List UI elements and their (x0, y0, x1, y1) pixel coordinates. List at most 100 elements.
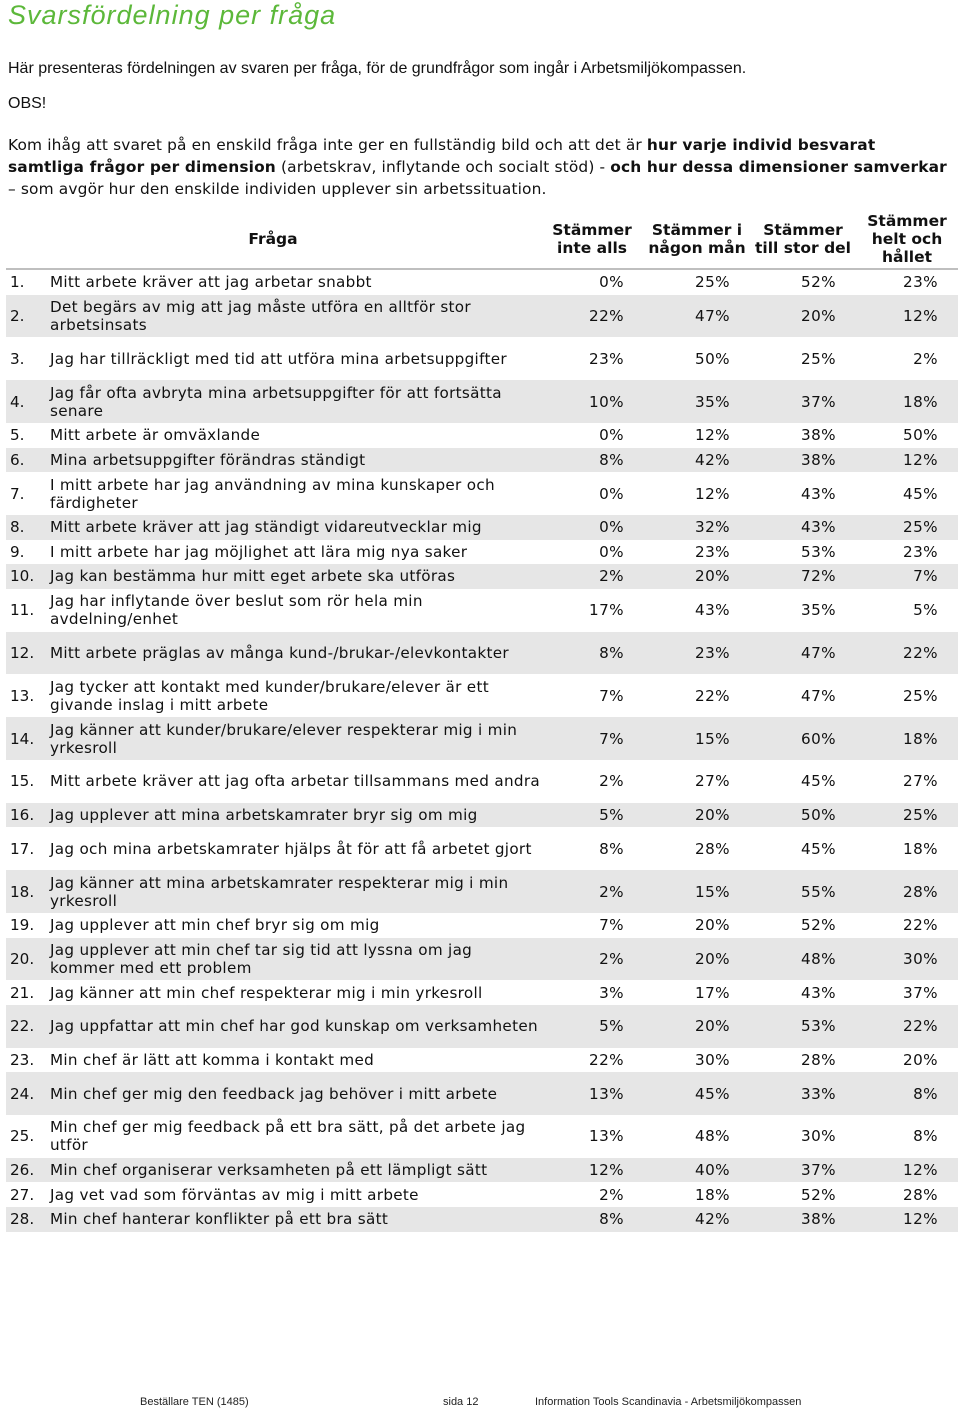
header-col-1: Stämmer inte alls (540, 210, 644, 270)
percent-cell: 43% (801, 983, 836, 1002)
question-text: Jag uppfattar att min chef har god kunsk… (50, 1004, 540, 1048)
percent-cell: 12% (856, 294, 958, 338)
percent-cell: 13% (540, 1072, 644, 1116)
percent-cell: 25% (801, 349, 836, 368)
question-number: 26. (6, 1157, 50, 1183)
percent-cell: 8% (599, 839, 624, 858)
note-paragraph: Kom ihåg att svaret på en enskild fråga … (8, 134, 952, 200)
percent-cell: 5% (540, 1004, 644, 1048)
percent-cell: 30% (801, 1127, 836, 1146)
percent-cell: 12% (856, 1157, 958, 1183)
percent-cell: 43% (695, 601, 730, 620)
percent-cell: 2% (540, 870, 644, 913)
percent-cell: 48% (750, 937, 856, 981)
percent-cell: 8% (856, 1072, 958, 1116)
header-fraga: Fråga (6, 210, 540, 270)
percent-cell: 18% (856, 380, 958, 423)
question-number: 17. (10, 839, 35, 858)
question-number: 14. (6, 717, 50, 760)
percent-cell: 2% (599, 1185, 624, 1204)
percent-cell: 18% (903, 839, 938, 858)
percent-cell: 42% (644, 1207, 750, 1232)
table-row: 4. Jag får ofta avbryta mina arbetsuppgif… (6, 380, 958, 423)
percent-cell: 7% (599, 686, 624, 705)
question-text: Jag upplever att mina arbetskamrater bry… (50, 802, 540, 828)
table-row: 15. Mitt arbete kräver att jag ofta arbet… (6, 760, 958, 803)
note-text-1: Kom ihåg att svaret på en enskild fråga … (8, 136, 647, 154)
header-col-4: Stämmer helt och hållet (856, 210, 958, 270)
table-row: 14. Jag känner att kunder/brukare/elever … (6, 717, 958, 760)
question-number: 22. (6, 1004, 50, 1048)
percent-cell: 27% (903, 772, 938, 791)
table-row: 24. Min chef ger mig den feedback jag beh… (6, 1072, 958, 1116)
percent-cell: 10% (540, 380, 644, 423)
percent-cell: 45% (801, 772, 836, 791)
question-number: 15. (10, 772, 35, 791)
question-number: 7. (10, 484, 25, 503)
table-row: 5. Mitt arbete är omväxlande 0% 12% 38% 50% (6, 423, 958, 448)
percent-cell: 20% (644, 1004, 750, 1048)
table-row: 7. I mitt arbete har jag användning av mi… (6, 472, 958, 515)
table-row: 25. Min chef ger mig feedback på ett bra … (6, 1115, 958, 1158)
percent-cell: 28% (903, 1185, 938, 1204)
question-text: Mitt arbete kräver att jag ständigt vida… (50, 514, 540, 540)
question-number: 16. (6, 802, 50, 828)
question-number: 12. (6, 631, 50, 675)
table-body: 1. Mitt arbete kräver att jag arbetar sna… (6, 269, 958, 1232)
percent-cell: 0% (599, 273, 624, 292)
table-row: 20. Jag upplever att min chef tar sig tid… (6, 937, 958, 981)
question-number: 13. (10, 686, 35, 705)
percent-cell: 8% (540, 447, 644, 473)
percent-cell: 18% (856, 717, 958, 760)
percent-cell: 15% (644, 870, 750, 913)
question-number: 1. (10, 273, 25, 292)
percent-cell: 12% (856, 1207, 958, 1232)
percent-cell: 0% (599, 542, 624, 561)
percent-cell: 52% (801, 916, 836, 935)
question-text: Jag och mina arbetskamrater hjälps åt fö… (50, 839, 532, 858)
question-number: 23. (10, 1051, 35, 1069)
percent-cell: 72% (750, 564, 856, 589)
question-number: 19. (10, 916, 35, 935)
percent-cell: 38% (750, 447, 856, 473)
table-row: 28. Min chef hanterar konflikter på ett b… (6, 1207, 958, 1232)
percent-cell: 20% (644, 802, 750, 828)
percent-cell: 2% (599, 772, 624, 791)
percent-cell: 22% (695, 686, 730, 705)
percent-cell: 32% (644, 514, 750, 540)
percent-cell: 50% (750, 802, 856, 828)
table-header-row: Fråga Stämmer inte alls Stämmer i någon … (6, 210, 958, 270)
percent-cell: 22% (589, 1051, 624, 1069)
percent-cell: 7% (599, 916, 624, 935)
table-row: 26. Min chef organiserar verksamheten på … (6, 1157, 958, 1183)
question-text: Jag tycker att kontakt med kunder/brukar… (50, 677, 489, 714)
percent-cell: 47% (750, 631, 856, 675)
percent-cell: 55% (750, 870, 856, 913)
question-text: Jag har inflytande över beslut som rör h… (50, 592, 423, 629)
percent-cell: 47% (644, 294, 750, 338)
question-number: 4. (6, 380, 50, 423)
question-number: 10. (6, 564, 50, 589)
percent-cell: 8% (540, 1207, 644, 1232)
percent-cell: 0% (540, 514, 644, 540)
percent-cell: 53% (750, 1004, 856, 1048)
note-bold-1: hur varje individ besvarat samtliga fråg… (8, 136, 876, 176)
percent-cell: 23% (589, 349, 624, 368)
question-text: Min chef är lätt att komma i kontakt med (50, 1051, 375, 1069)
table-row: 19. Jag upplever att min chef bryr sig om… (6, 913, 958, 938)
percent-cell: 2% (540, 564, 644, 589)
percent-cell: 28% (801, 1051, 836, 1069)
percent-cell: 15% (644, 717, 750, 760)
percent-cell: 45% (801, 839, 836, 858)
footer-page: sida 12 (443, 1396, 479, 1408)
percent-cell: 53% (801, 542, 836, 561)
percent-cell: 28% (695, 839, 730, 858)
percent-cell: 33% (750, 1072, 856, 1116)
header-fraga-label: Fråga (248, 230, 298, 248)
percent-cell: 38% (750, 1207, 856, 1232)
question-text: Jag får ofta avbryta mina arbetsuppgifte… (50, 380, 540, 423)
question-number: 27. (10, 1185, 35, 1204)
percent-cell: 17% (589, 601, 624, 620)
question-table: Fråga Stämmer inte alls Stämmer i någon … (6, 210, 958, 1232)
percent-cell: 12% (695, 426, 730, 445)
